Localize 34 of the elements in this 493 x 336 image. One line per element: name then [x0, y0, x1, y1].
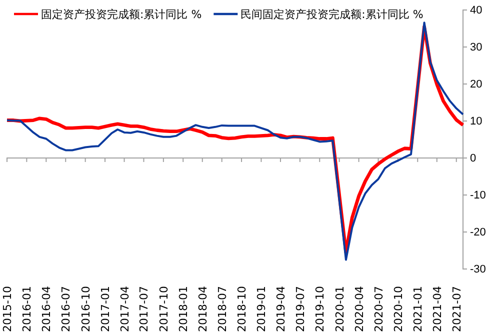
y-tick-label: 40	[470, 4, 482, 17]
y-tick-label: -20	[470, 226, 486, 239]
legend-label: 民间固定资产投资完成额:累计同比 %	[240, 8, 424, 21]
x-tick-label: 2019-01	[255, 286, 268, 332]
x-tick-label: 2020-07	[372, 286, 386, 332]
legend-label: 固定资产投资完成额:累计同比 %	[41, 8, 202, 21]
y-tick-label: 10	[470, 116, 482, 128]
x-tick-label: 2016-04	[40, 286, 54, 332]
x-tick-label: 2020-01	[333, 286, 346, 332]
y-tick-label: -30	[470, 264, 486, 276]
x-tick-label: 2021-01	[412, 286, 425, 332]
x-tick-label: 2015-10	[1, 286, 14, 332]
x-tick-label: 2016-07	[60, 286, 73, 332]
x-tick-label: 2016-01	[20, 286, 34, 332]
x-tick-label: 2018-07	[216, 286, 229, 332]
x-tick-label: 2019-07	[294, 286, 307, 332]
x-tick-label: 2017-07	[138, 286, 151, 332]
x-tick-label: 2017-01	[99, 286, 112, 332]
x-tick-label: 2020-04	[352, 286, 366, 332]
x-tick-label: 2018-04	[196, 286, 210, 332]
x-tick-label: 2018-01	[177, 286, 190, 332]
x-tick-label: 2016-10	[79, 286, 92, 332]
x-tick-label: 2021-04	[430, 286, 444, 332]
y-tick-label: 30	[470, 42, 482, 54]
y-tick-label: 0	[470, 152, 476, 165]
x-tick-label: 2017-10	[157, 286, 170, 332]
x-tick-label: 2018-10	[236, 286, 249, 332]
x-tick-label: 2019-10	[314, 286, 327, 332]
y-tick-label: 20	[470, 78, 482, 91]
x-tick-label: 2019-04	[274, 286, 288, 332]
y-tick-label: -10	[470, 190, 486, 202]
x-tick-label: 2020-10	[392, 286, 405, 332]
x-tick-label: 2021-07	[450, 286, 464, 332]
x-tick-label: 2017-04	[118, 286, 132, 332]
